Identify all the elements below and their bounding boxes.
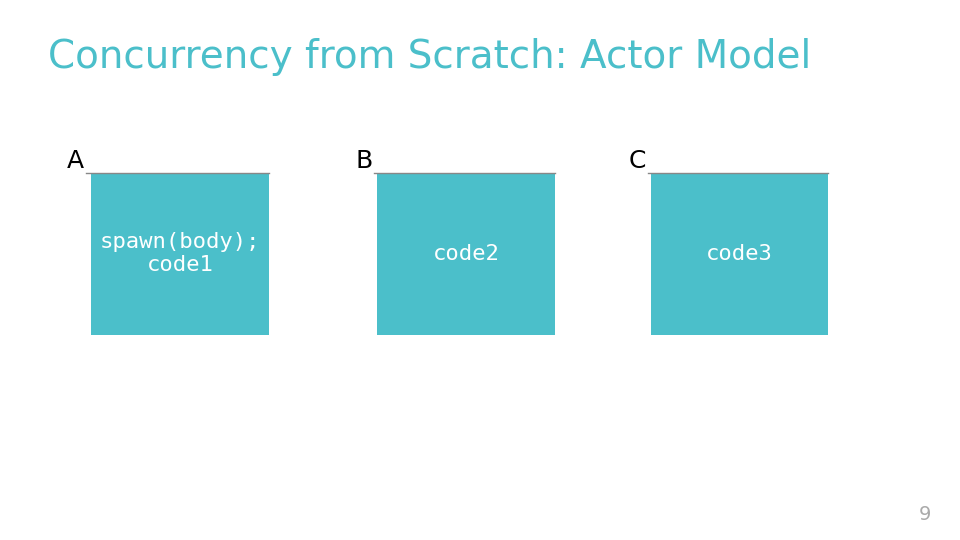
FancyBboxPatch shape <box>651 173 828 335</box>
Text: Concurrency from Scratch: Actor Model: Concurrency from Scratch: Actor Model <box>48 38 811 76</box>
Text: spawn(body);
code1: spawn(body); code1 <box>100 232 260 275</box>
Text: A: A <box>67 149 84 173</box>
Text: B: B <box>355 149 372 173</box>
Text: C: C <box>629 149 646 173</box>
Text: code3: code3 <box>707 244 773 264</box>
Text: 9: 9 <box>919 505 931 524</box>
FancyBboxPatch shape <box>377 173 555 335</box>
Text: code2: code2 <box>433 244 499 264</box>
FancyBboxPatch shape <box>91 173 269 335</box>
